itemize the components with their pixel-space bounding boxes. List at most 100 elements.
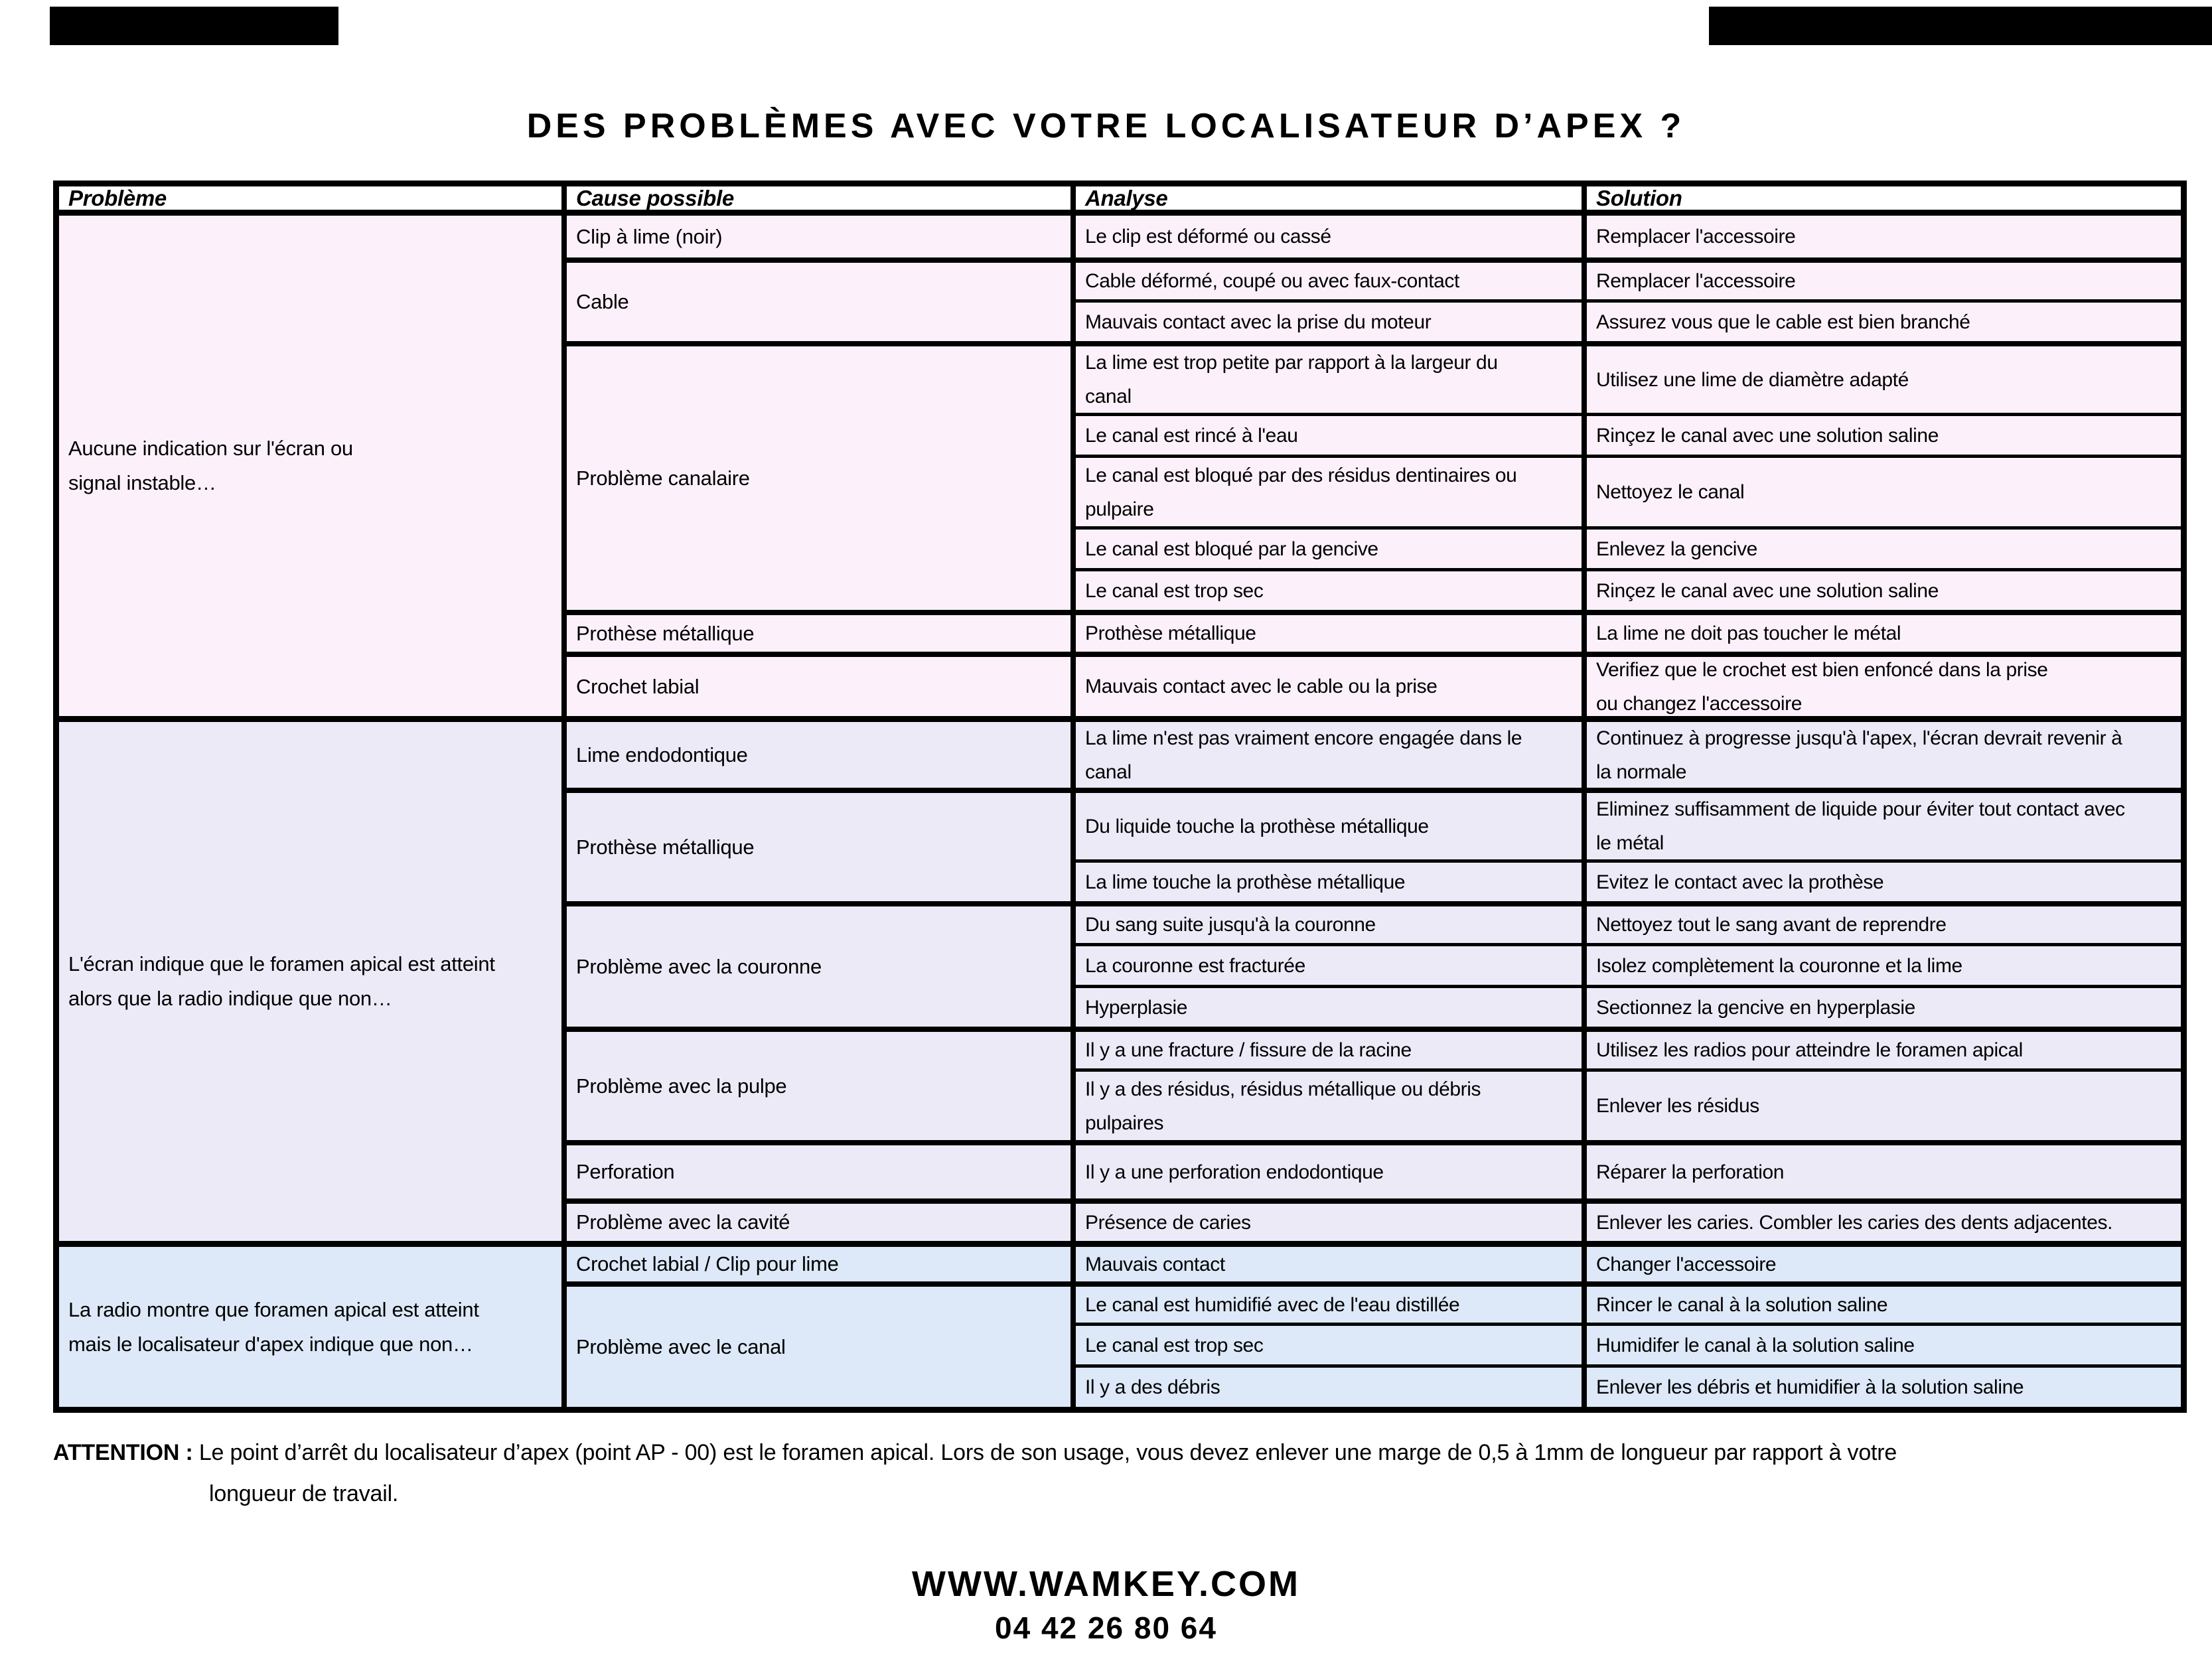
- website-text: WWW.WAMKEY.COM: [912, 1564, 1300, 1604]
- solution-cell: Rincer le canal à la solution saline: [1596, 1293, 1888, 1316]
- table-row: Le clip est déformé ou cassé Remplacer l'…: [1076, 216, 2181, 257]
- cause-group: Problème avec le canal Le canal est humid…: [567, 1281, 2181, 1407]
- analysis-rows: Mauvais contact avec le cable ou la pris…: [1076, 657, 2181, 716]
- analysis-rows: Cable déformé, coupé ou avec faux-contac…: [1076, 263, 2181, 341]
- solution-cell: Changer l'accessoire: [1596, 1253, 1777, 1275]
- cause-group: Problème avec la couronne Du sang suite j…: [567, 901, 2181, 1027]
- solution-cell: Utilisez les radios pour atteindre le fo…: [1596, 1039, 2023, 1061]
- solution-cell: Remplacer l'accessoire: [1596, 226, 1796, 248]
- cause-group: Lime endodontique La lime n'est pas vraim…: [567, 722, 2181, 788]
- cause-group: Problème avec la pulpe Il y a une fractur…: [567, 1027, 2181, 1140]
- analysis-rows: Mauvais contact Changer l'accessoire: [1076, 1247, 2181, 1281]
- header-cell-solution: Solution: [1596, 185, 1682, 210]
- solution-cell: Enlevez la gencive: [1596, 538, 1757, 560]
- table-row: Mauvais contact Changer l'accessoire: [1076, 1247, 2181, 1281]
- analyse-cell: Il y a une perforation endodontique: [1076, 1145, 1587, 1198]
- solution-cell: Isolez complètement la couronne et la li…: [1596, 954, 1962, 977]
- table-section: L'écran indique que le foramen apical es…: [59, 716, 2181, 1241]
- analyse-cell: Cable déformé, coupé ou avec faux-contac…: [1076, 263, 1587, 299]
- solution-cell: Enlever les débris et humidifier à la so…: [1596, 1376, 2024, 1398]
- analysis-rows: Le clip est déformé ou cassé Remplacer l'…: [1076, 216, 2181, 257]
- analysis-rows: La lime est trop petite par rapport à la…: [1076, 346, 2181, 610]
- solution-cell: Continuez à progresse jusqu'à l'apex, l'…: [1596, 727, 2122, 783]
- phone-text: 04 42 26 80 64: [995, 1611, 1217, 1645]
- table-row: Du liquide touche la prothèse métallique…: [1076, 793, 2181, 859]
- page-title: DES PROBLÈMES AVEC VOTRE LOCALISATEUR D’…: [526, 107, 1686, 145]
- cause-cell: Perforation: [567, 1145, 1076, 1198]
- solution-cell: Rinçez le canal avec une solution saline: [1596, 424, 1939, 447]
- table-row: La lime touche la prothèse métallique Evi…: [1076, 859, 2181, 901]
- analysis-rows: Le canal est humidifié avec de l'eau dis…: [1076, 1287, 2181, 1407]
- analyse-cell: Le clip est déformé ou cassé: [1076, 216, 1587, 257]
- cause-cell: Lime endodontique: [567, 722, 1076, 788]
- analyse-cell: Hyperplasie: [1076, 988, 1587, 1027]
- analyse-cell: Le canal est bloqué par la gencive: [1076, 530, 1587, 568]
- table-row: La lime n'est pas vraiment encore engagé…: [1076, 722, 2181, 788]
- table-section: La radio montre que foramen apical est a…: [59, 1241, 2181, 1407]
- footer: WWW.WAMKEY.COM 04 42 26 80 64: [0, 1563, 2212, 1646]
- solution-cell: Evitez le contact avec la prothèse: [1596, 871, 1884, 893]
- solution-cell: Humidifer le canal à la solution saline: [1596, 1334, 1915, 1356]
- solution-cell: La lime ne doit pas toucher le métal: [1596, 622, 1901, 644]
- problem-cell: Aucune indication sur l'écran ou signal …: [59, 216, 567, 716]
- table-row: Du sang suite jusqu'à la couronne Nettoye…: [1076, 906, 2181, 943]
- analyse-cell: Présence de caries: [1076, 1204, 1587, 1241]
- analysis-rows: La lime n'est pas vraiment encore engagé…: [1076, 722, 2181, 788]
- table-body: Aucune indication sur l'écran ou signal …: [59, 216, 2181, 1407]
- analysis-rows: Présence de caries Enlever les caries. Co…: [1076, 1204, 2181, 1241]
- cause-groups: Clip à lime (noir) Le clip est déformé ou…: [567, 216, 2181, 716]
- cause-cell: Cable: [567, 263, 1076, 341]
- table-row: Le canal est bloqué par la gencive Enleve…: [1076, 526, 2181, 568]
- analysis-rows: Il y a une perforation endodontique Répar…: [1076, 1145, 2181, 1198]
- header-cell-analyse: Analyse: [1076, 186, 1587, 210]
- solution-cell: Remplacer l'accessoire: [1596, 270, 1796, 292]
- analyse-cell: La couronne est fracturée: [1076, 946, 1587, 985]
- cause-cell: Prothèse métallique: [567, 615, 1076, 652]
- table-row: La couronne est fracturée Isolez complète…: [1076, 943, 2181, 985]
- solution-cell: Sectionnez la gencive en hyperplasie: [1596, 996, 1915, 1019]
- scan-artifact-bar-right: [1709, 7, 2212, 45]
- table-row: Prothèse métallique La lime ne doit pas t…: [1076, 615, 2181, 652]
- table-row: Le canal est trop sec Humidifer le canal …: [1076, 1323, 2181, 1364]
- analyse-cell: La lime n'est pas vraiment encore engagé…: [1076, 722, 1587, 788]
- solution-cell: Enlever les caries. Combler les caries d…: [1596, 1211, 2113, 1234]
- analyse-cell: Du sang suite jusqu'à la couronne: [1076, 906, 1587, 943]
- header-cell-probleme: Problème: [59, 186, 567, 210]
- solution-cell: Réparer la perforation: [1596, 1161, 1785, 1183]
- table-row: Il y a une fracture / fissure de la raci…: [1076, 1032, 2181, 1068]
- analyse-cell: Le canal est rincé à l'eau: [1076, 416, 1587, 455]
- problem-cell: La radio montre que foramen apical est a…: [59, 1247, 567, 1407]
- cause-group: Prothèse métallique Du liquide touche la …: [567, 788, 2181, 901]
- table-row: Il y a des résidus, résidus métallique o…: [1076, 1068, 2181, 1140]
- table-row: Le canal est humidifié avec de l'eau dis…: [1076, 1287, 2181, 1323]
- troubleshooting-table: Problème Cause possible Analyse Solution…: [53, 180, 2187, 1413]
- analysis-rows: Du sang suite jusqu'à la couronne Nettoye…: [1076, 906, 2181, 1027]
- cause-cell: Clip à lime (noir): [567, 216, 1076, 257]
- analyse-cell: Il y a une fracture / fissure de la raci…: [1076, 1032, 1587, 1068]
- analysis-rows: Prothèse métallique La lime ne doit pas t…: [1076, 615, 2181, 652]
- cause-groups: Lime endodontique La lime n'est pas vraim…: [567, 722, 2181, 1241]
- cause-group: Problème avec la cavité Présence de carie…: [567, 1198, 2181, 1241]
- analysis-rows: Du liquide touche la prothèse métallique…: [1076, 793, 2181, 901]
- cause-group: Perforation Il y a une perforation endodo…: [567, 1140, 2181, 1198]
- analysis-rows: Il y a une fracture / fissure de la raci…: [1076, 1032, 2181, 1140]
- table-row: Cable déformé, coupé ou avec faux-contac…: [1076, 263, 2181, 299]
- attention-text-line1: Le point d’arrêt du localisateur d’apex …: [198, 1440, 1897, 1465]
- analyse-cell: Prothèse métallique: [1076, 615, 1587, 652]
- table-row: Le canal est rincé à l'eau Rinçez le cana…: [1076, 413, 2181, 455]
- analyse-cell: Mauvais contact avec le cable ou la pris…: [1076, 657, 1587, 716]
- table-section: Aucune indication sur l'écran ou signal …: [59, 216, 2181, 716]
- cause-group: Clip à lime (noir) Le clip est déformé ou…: [567, 216, 2181, 257]
- table-row: Mauvais contact avec le cable ou la pris…: [1076, 657, 2181, 716]
- scan-artifact-bar-left: [50, 7, 338, 45]
- cause-cell: Crochet labial: [567, 657, 1076, 716]
- table-row: Hyperplasie Sectionnez la gencive en hype…: [1076, 985, 2181, 1027]
- table-header-row: Problème Cause possible Analyse Solution: [59, 186, 2181, 216]
- header-cell-cause-possible: Cause possible: [567, 186, 1076, 210]
- analyse-cell: Il y a des débris: [1076, 1368, 1587, 1407]
- table-row: Le canal est trop sec Rinçez le canal ave…: [1076, 568, 2181, 610]
- analyse-cell: Mauvais contact: [1076, 1247, 1587, 1281]
- table-row: La lime est trop petite par rapport à la…: [1076, 346, 2181, 413]
- table-row: Présence de caries Enlever les caries. Co…: [1076, 1204, 2181, 1241]
- analyse-cell: La lime est trop petite par rapport à la…: [1076, 346, 1587, 413]
